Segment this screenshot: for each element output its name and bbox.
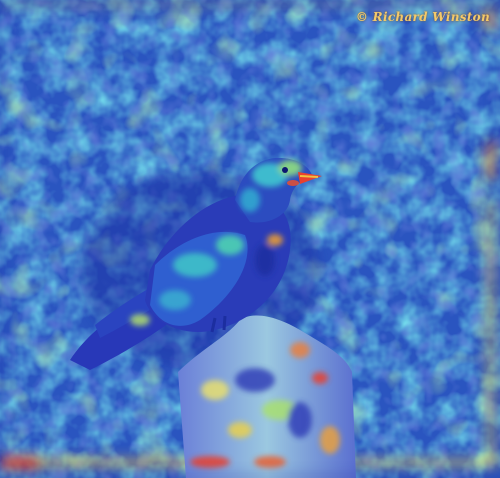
- copyright-watermark: © Richard Winston: [355, 10, 490, 24]
- crow: [70, 157, 322, 370]
- tree-stump: [178, 312, 356, 478]
